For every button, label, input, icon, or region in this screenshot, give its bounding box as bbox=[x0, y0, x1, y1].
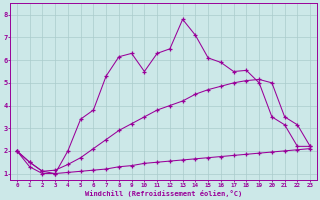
X-axis label: Windchill (Refroidissement éolien,°C): Windchill (Refroidissement éolien,°C) bbox=[85, 190, 242, 197]
